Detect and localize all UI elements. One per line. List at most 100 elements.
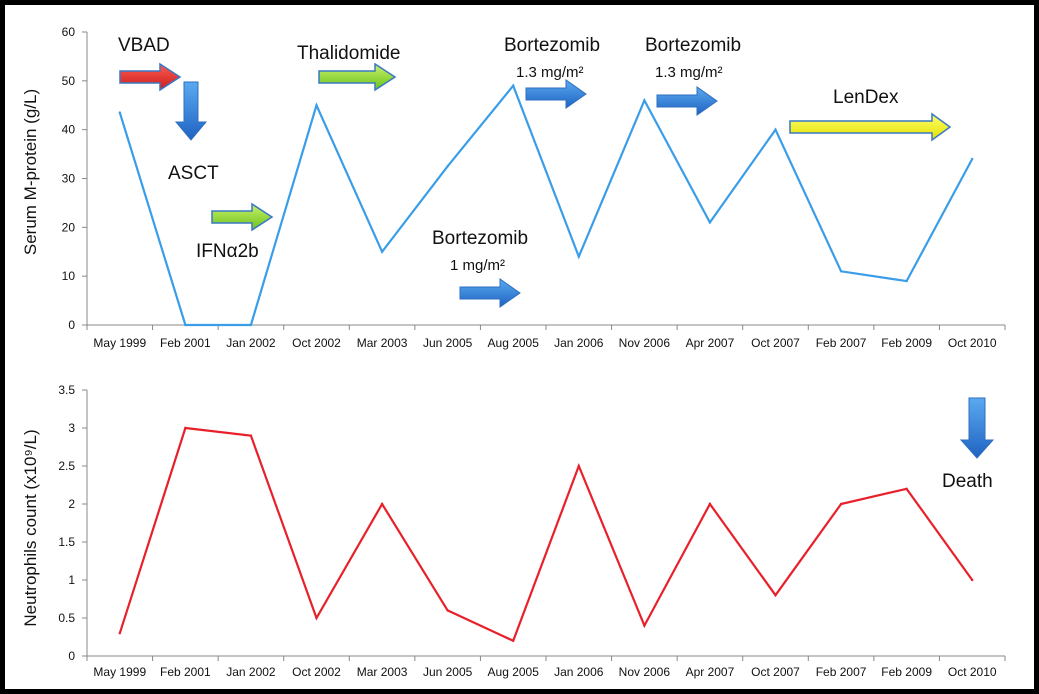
bortezomib-3-arrow — [656, 86, 718, 116]
mprotein-y-tick-label: 50 — [62, 74, 76, 88]
neutrophils-y-tick-label: 1.5 — [58, 535, 75, 549]
neutrophils-x-tick-label: Feb 2007 — [816, 665, 867, 679]
neutrophils-y-tick-label: 2.5 — [58, 459, 75, 473]
annotation-bortezomib-1-name: Bortezomib — [432, 228, 528, 249]
annotation-vbad: VBAD — [118, 35, 170, 56]
neutrophils-x-tick-label: Oct 2007 — [751, 665, 800, 679]
neutrophils-data-point — [971, 578, 974, 582]
neutrophils-data-point — [839, 502, 843, 506]
annotation-lendex: LenDex — [833, 87, 899, 108]
mprotein-x-tick-label: Oct 2010 — [948, 336, 997, 350]
annotation-bortezomib-2-dose: 1.3 mg/m² — [516, 64, 584, 81]
mprotein-y-tick-label: 40 — [62, 123, 76, 137]
annotation-ifn: IFNα2b — [196, 241, 259, 262]
mprotein-x-tick-label: Mar 2003 — [357, 336, 408, 350]
mprotein-data-point — [184, 323, 187, 327]
mprotein-x-tick-label: Feb 2009 — [881, 336, 932, 350]
neutrophils-series-line — [118, 426, 974, 643]
neutrophils-x-tick-label: Feb 2001 — [160, 665, 211, 679]
neutrophils-y-tick-label: 3 — [68, 421, 75, 435]
mprotein-x-tick-label: Feb 2007 — [816, 336, 867, 350]
neutrophils-y-tick-label: 0.5 — [58, 611, 75, 625]
neutrophils-data-point — [380, 502, 384, 506]
annotation-bortezomib-3-dose: 1.3 mg/m² — [655, 64, 723, 81]
neutrophils-data-point — [249, 434, 253, 437]
mprotein-data-point — [971, 157, 974, 161]
neutrophils-y-tick-label: 1 — [68, 573, 75, 587]
neutrophils-x-tick-label: Mar 2003 — [357, 665, 408, 679]
asct-arrow — [174, 81, 208, 141]
neutrophils-x-tick-label: May 1999 — [93, 665, 146, 679]
neutrophils-data-point — [774, 594, 777, 597]
neutrophils-x-tick-label: Feb 2009 — [881, 665, 932, 679]
mprotein-x-tick-label: Feb 2001 — [160, 336, 211, 350]
neutrophils-x-tick-label: Apr 2007 — [686, 665, 735, 679]
mprotein-x-tick-label: Jun 2005 — [423, 336, 473, 350]
mprotein-data-point — [446, 165, 449, 168]
mprotein-x-tick-label: Oct 2002 — [292, 336, 341, 350]
neutrophils-data-point — [446, 609, 449, 612]
mprotein-x-tick-label: Jan 2002 — [226, 336, 276, 350]
figure-panel — [5, 5, 1034, 689]
neutrophils-data-point — [708, 502, 712, 506]
mprotein-chart: 0 10 20 30 40 50 60 May 1999 Feb 2001 Jan 2002 Oct… — [62, 25, 1006, 350]
mprotein-data-point — [118, 111, 121, 114]
mprotein-x-tick-label: May 1999 — [93, 336, 146, 350]
mprotein-data-point — [577, 255, 580, 258]
lendex-arrow — [789, 112, 952, 142]
annotation-thalidomide: Thalidomide — [297, 43, 401, 64]
neutrophils-x-tick-label: Jan 2006 — [554, 665, 604, 679]
bortezomib-1-arrow — [459, 278, 521, 308]
mprotein-x-tick-label: Jan 2006 — [554, 336, 604, 350]
annotation-bortezomib-3-name: Bortezomib — [645, 35, 741, 56]
neutrophils-y-tick-label: 2 — [68, 497, 75, 511]
mprotein-y-tick-label: 10 — [62, 269, 76, 283]
neutrophils-x-tick-label: Nov 2006 — [619, 665, 671, 679]
mprotein-ylabel: Serum M-protein (g/L) — [21, 89, 40, 255]
mprotein-data-point — [380, 250, 384, 253]
neutrophils-data-point — [315, 616, 318, 620]
mprotein-data-point — [643, 99, 646, 102]
neutrophils-data-point — [512, 639, 515, 642]
death-arrow — [959, 397, 995, 459]
thalidomide-arrow — [318, 62, 397, 92]
mprotein-series-line — [118, 83, 974, 327]
mprotein-data-point — [315, 104, 318, 107]
neutrophils-x-tick-label: Jun 2005 — [423, 665, 473, 679]
annotation-bortezomib-2-name: Bortezomib — [504, 35, 600, 56]
annotation-death: Death — [942, 471, 993, 492]
mprotein-x-tick-label: Aug 2005 — [488, 336, 540, 350]
neutrophils-data-point — [577, 464, 580, 468]
neutrophils-y-tick-label: 3.5 — [58, 383, 75, 397]
bortezomib-2-arrow — [525, 79, 587, 109]
neutrophils-x-tick-label: Oct 2010 — [948, 665, 997, 679]
mprotein-y-tick-label: 60 — [62, 25, 76, 39]
vbad-arrow — [119, 62, 182, 92]
neutrophils-x-tick-label: Oct 2002 — [292, 665, 341, 679]
neutrophils-data-point — [643, 624, 646, 627]
neutrophils-chart: 0 0.5 1 1.5 2 2.5 3 3.5 May 1999 Feb 2001 Jan 2002… — [58, 383, 1006, 679]
neutrophils-data-point — [905, 487, 908, 490]
mprotein-data-point — [708, 221, 712, 224]
neutrophils-ylabel: Neutrophils count (x10⁹/L) — [21, 429, 40, 626]
neutrophils-data-point — [184, 426, 187, 430]
mprotein-y-tick-label: 20 — [62, 220, 76, 234]
annotation-asct: ASCT — [168, 163, 219, 184]
mprotein-data-point — [905, 279, 908, 283]
neutrophils-x-tick-label: Aug 2005 — [488, 665, 540, 679]
mprotein-x-tick-label: Nov 2006 — [619, 336, 671, 350]
mprotein-x-tick-label: Apr 2007 — [686, 336, 735, 350]
mprotein-data-point — [512, 84, 515, 87]
neutrophils-x-tick-label: Jan 2002 — [226, 665, 276, 679]
neutrophils-data-point — [118, 632, 121, 635]
mprotein-data-point — [249, 323, 253, 327]
mprotein-x-tick-label: Oct 2007 — [751, 336, 800, 350]
mprotein-y-tick-label: 0 — [68, 318, 75, 332]
mprotein-y-tick-label: 30 — [62, 172, 76, 186]
mprotein-data-point — [839, 270, 843, 273]
annotation-bortezomib-1-dose: 1 mg/m² — [450, 257, 505, 274]
mprotein-data-point — [774, 128, 777, 131]
ifn-arrow — [211, 202, 274, 232]
